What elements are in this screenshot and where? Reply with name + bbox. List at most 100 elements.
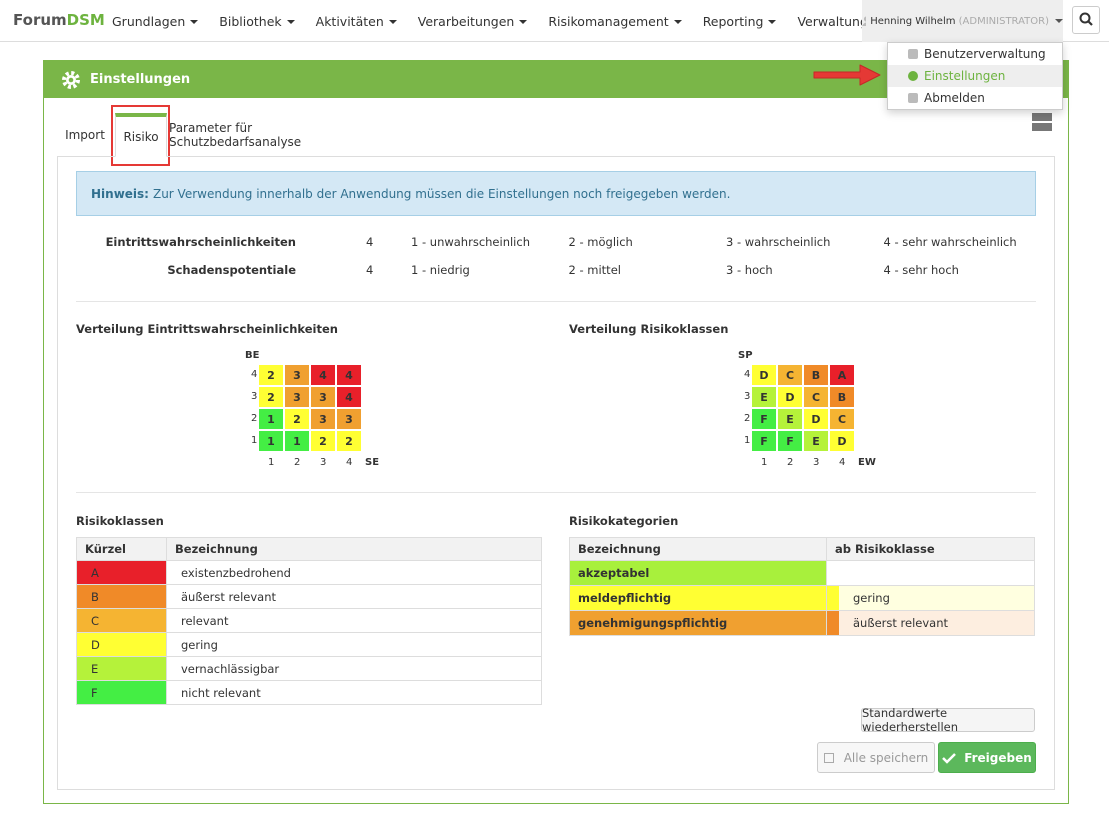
tab-content: Hinweis: Zur Verwendung innerhalb der Anw… [57,156,1055,790]
matrix-cell: C [804,387,828,407]
nav-menu-item[interactable]: Verarbeitungen [406,14,537,29]
matrix-cell: D [804,409,828,429]
user-role: (ADMINISTRATOR) [958,15,1049,27]
category-class-swatch [827,611,839,635]
tab[interactable]: Risiko [115,113,167,157]
brand-b: DSM [66,11,105,29]
matrix-cell: D [778,387,802,407]
release-button[interactable]: Freigeben [938,742,1036,773]
category-name: meldepflichtig [569,585,827,611]
save-button[interactable]: Alle speichern [817,742,935,773]
scale-label: Eintrittswahrscheinlichkeiten [105,235,296,249]
scale-count: 4 [366,235,374,249]
matrix-cell: E [752,387,776,407]
matrix-cell: 3 [285,365,309,385]
matrix-col-label: 1 [268,457,275,468]
search-button[interactable] [1072,6,1100,34]
nav-menu-item[interactable]: Verwaltung [785,14,889,29]
user-menu[interactable]: Henning Wilhelm (ADMINISTRATOR) [862,0,1063,42]
scale-level: 1 - niedrig [411,263,470,277]
matrix-x-label: EW [858,457,876,468]
matrix-cell: 4 [337,365,361,385]
scale-level: 2 - möglich [568,235,633,249]
panel-title: Einstellungen [90,72,191,87]
user-name: Henning Wilhelm [870,15,956,27]
dropdown-item[interactable]: Benutzerverwaltung [888,43,1062,65]
search-icon [1079,12,1093,26]
category-class-label: äußerst relevant [853,616,949,630]
brand-a: Forum [13,11,67,29]
nav-menu-item[interactable]: Bibliothek [207,14,303,29]
dropdown-item[interactable]: Abmelden [888,87,1062,109]
category-class-swatch [827,586,839,610]
risk-categories-table: Bezeichnung ab Risikoklasse akzeptabel meld… [569,537,1035,636]
save-icon [823,752,834,763]
matrix-cell: E [778,409,802,429]
class-name: äußerst relevant [166,584,542,609]
dropdown-label: Abmelden [924,91,985,105]
tab[interactable]: Parameter für Schutzbedarfsanalyse [169,121,302,149]
nav-menu-item[interactable]: Grundlagen [100,14,207,29]
nav-menu-item[interactable]: Risikomanagement [536,14,690,29]
dropdown-item[interactable]: Einstellungen [888,65,1062,87]
layout-toggle[interactable] [1032,112,1054,132]
category-name: genehmigungspflichtig [569,610,827,636]
release-label: Freigeben [964,750,1032,765]
table-header: Kürzel [76,537,167,561]
matrix-row-label: 2 [251,413,258,424]
category-class-label: gering [853,591,890,605]
restore-button[interactable]: Standardwerte wiederherstellen [861,706,1035,734]
matrix-col-label: 2 [787,457,794,468]
brand[interactable]: ForumDSM [13,11,105,29]
matrix-cell: D [830,431,854,451]
scale-label: Schadenspotentiale [167,263,296,277]
matrix-cell: 2 [285,409,309,429]
table-row: akzeptabel [569,560,1035,586]
matrix-y-label: SP [738,350,753,361]
scale-level: 1 - unwahrscheinlich [411,235,530,249]
separator [76,301,1036,302]
matrix-cell: 3 [337,409,361,429]
category-name: akzeptabel [569,560,827,586]
notice: Hinweis: Zur Verwendung innerhalb der Anw… [76,171,1036,216]
dropdown-icon [908,49,918,59]
matrix-cell: 3 [311,409,335,429]
check-icon [942,752,957,764]
matrix-cell: 1 [259,431,283,451]
matrix-cell: 2 [337,431,361,451]
category-class-wrap: gering [827,586,1034,610]
matrix-cell: F [752,431,776,451]
matrix-cell: F [778,431,802,451]
matrix-x-label: SE [365,457,380,468]
matrix-col-label: 4 [346,457,353,468]
table-header-row: Bezeichnung ab Risikoklasse [569,537,1035,561]
matrix-row-label: 3 [251,391,258,402]
scale-level: 3 - hoch [726,263,773,277]
dropdown-label: Einstellungen [924,69,1006,83]
nav-menu-item[interactable]: Reporting [691,14,786,29]
matrix-cell: 1 [259,409,283,429]
dropdown-label: Benutzerverwaltung [924,47,1046,61]
matrix-col-label: 1 [761,457,768,468]
class-name: vernachlässigbar [166,656,542,681]
red-arrow [813,64,881,86]
table-header: Bezeichnung [569,537,827,561]
tab[interactable]: Import [65,128,105,142]
matrix-cell: 2 [311,431,335,451]
dropdown-icon [908,93,918,103]
scale-count: 4 [366,263,374,277]
nav-menu-item[interactable]: Aktivitäten [304,14,406,29]
navbar: ForumDSM Grundlagen Bibliothek Aktivitäten… [0,0,1109,42]
category-class: gering [826,585,1035,611]
class-name: existenzbedrohend [166,560,542,585]
category-class: äußerst relevant [826,610,1035,636]
matrix-cell: 4 [311,365,335,385]
